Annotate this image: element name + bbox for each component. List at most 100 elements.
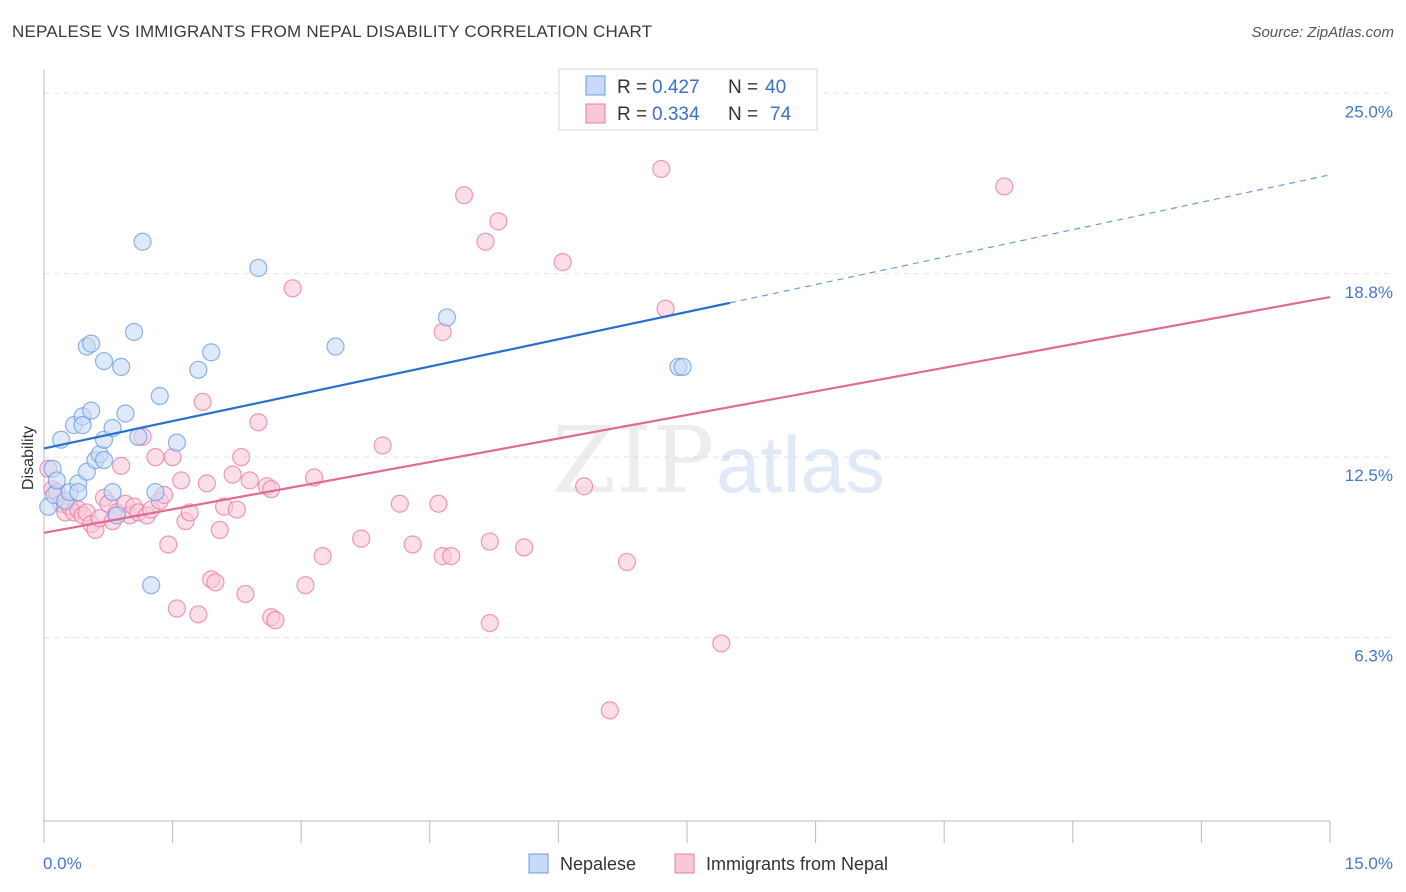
immigrants-point bbox=[403, 535, 422, 554]
nepalese-point bbox=[133, 232, 152, 251]
immigrants-point bbox=[454, 186, 474, 205]
immigrants-point bbox=[197, 474, 216, 493]
immigrants-point bbox=[575, 477, 594, 496]
immigrants-point bbox=[995, 177, 1014, 196]
stats-legend-r-value-1: 0.427 bbox=[652, 77, 700, 98]
immigrants-point bbox=[240, 471, 259, 490]
watermark-zip: ZIP bbox=[552, 407, 714, 514]
y-tick-label: 6.3% bbox=[1354, 647, 1393, 666]
immigrants-point bbox=[283, 279, 302, 298]
immigrants-point bbox=[112, 456, 131, 475]
nepalese-point bbox=[673, 357, 692, 377]
nepalese-point bbox=[116, 404, 135, 423]
nepalese-point bbox=[82, 334, 101, 353]
immigrants-point bbox=[227, 500, 246, 519]
x-tick-labels: 0.0% 15.0% bbox=[43, 854, 1393, 873]
y-tick-label: 18.8% bbox=[1345, 283, 1393, 302]
series-legend: Nepalese Immigrants from Nepal bbox=[528, 853, 888, 874]
immigrants-point bbox=[442, 547, 461, 566]
watermark-atlas: atlas bbox=[716, 420, 885, 509]
immigrants-point bbox=[480, 532, 499, 551]
stats-legend-n-value-1: 40 bbox=[765, 77, 786, 98]
immigrants-point bbox=[249, 413, 268, 432]
series-legend-swatch-nepalese bbox=[528, 853, 549, 874]
y-axis-title: Disability bbox=[20, 426, 37, 490]
y-tick-labels: 25.0% 18.8% 12.5% 6.3% bbox=[1345, 102, 1393, 665]
y-tick-label: 12.5% bbox=[1345, 466, 1393, 485]
series-legend-swatch-immigrants bbox=[674, 853, 695, 874]
nepalese-point bbox=[202, 343, 221, 362]
stats-legend-n-value-2: 74 bbox=[770, 104, 792, 125]
immigrants-point bbox=[232, 448, 251, 467]
x-tick-label: 0.0% bbox=[43, 854, 82, 873]
immigrants-point bbox=[210, 520, 229, 540]
immigrants-point bbox=[617, 552, 637, 572]
immigrants-point bbox=[266, 611, 285, 630]
immigrants-point bbox=[180, 503, 199, 522]
series-legend-label-immigrants: Immigrants from Nepal bbox=[706, 854, 888, 874]
stats-legend-n-label-2: N = bbox=[728, 104, 758, 125]
immigrants-point bbox=[159, 535, 178, 554]
stats-legend-swatch-immigrants bbox=[585, 103, 606, 124]
immigrants-trend-line bbox=[43, 295, 1331, 534]
stats-legend-r-label-1: R = bbox=[617, 77, 647, 98]
immigrants-point bbox=[193, 392, 212, 411]
stats-legend-r-label-2: R = bbox=[617, 104, 647, 125]
immigrants-point bbox=[236, 584, 255, 604]
immigrants-point bbox=[553, 253, 572, 272]
nepalese-point bbox=[94, 351, 114, 371]
nepalese-point bbox=[189, 360, 208, 379]
nepalese-point bbox=[437, 308, 457, 327]
series-legend-label-nepalese: Nepalese bbox=[560, 854, 636, 874]
data-points bbox=[39, 159, 1014, 720]
immigrants-point bbox=[390, 494, 409, 513]
y-tick-label: 25.0% bbox=[1345, 102, 1393, 121]
nepalese-point bbox=[326, 337, 345, 356]
immigrants-point bbox=[167, 599, 186, 618]
stats-legend-r-value-2: 0.334 bbox=[652, 104, 700, 125]
immigrants-point bbox=[712, 634, 731, 653]
nepalese-point bbox=[94, 450, 114, 470]
immigrants-point bbox=[313, 547, 332, 566]
nepalese-point bbox=[129, 427, 148, 446]
nepalese-point bbox=[167, 433, 186, 452]
immigrants-point bbox=[146, 448, 165, 467]
immigrants-point bbox=[352, 529, 371, 548]
stats-legend-n-label-1: N = bbox=[728, 77, 758, 98]
immigrants-point bbox=[476, 232, 495, 251]
watermark: ZIP atlas bbox=[552, 407, 885, 514]
nepalese-trend-line bbox=[43, 301, 731, 450]
x-tick-label: 15.0% bbox=[1345, 854, 1393, 873]
immigrants-point bbox=[296, 576, 315, 595]
nepalese-point bbox=[47, 471, 66, 490]
nepalese-point bbox=[124, 322, 144, 342]
nepalese-point bbox=[249, 258, 268, 278]
nepalese-point bbox=[73, 416, 92, 435]
immigrants-point bbox=[600, 701, 619, 720]
immigrants-point bbox=[652, 159, 671, 179]
immigrants-point bbox=[373, 436, 392, 455]
immigrants-point bbox=[189, 605, 208, 624]
nepalese-point bbox=[112, 357, 131, 377]
chart-source: Source: ZipAtlas.com bbox=[1251, 24, 1394, 41]
stats-legend-swatch-nepalese bbox=[585, 75, 606, 96]
trend-lines bbox=[43, 174, 1331, 534]
axes bbox=[43, 70, 1331, 843]
immigrants-point bbox=[515, 538, 534, 557]
nepalese-point bbox=[69, 482, 88, 502]
nepalese-point bbox=[103, 482, 122, 502]
gridlines bbox=[44, 92, 1390, 639]
stats-legend: R = 0.427 N = 40 R = 0.334 N = 74 bbox=[558, 68, 818, 131]
immigrants-point bbox=[223, 465, 242, 484]
immigrants-point bbox=[206, 573, 225, 592]
immigrants-point bbox=[480, 613, 499, 633]
chart-title: NEPALESE VS IMMIGRANTS FROM NEPAL DISABI… bbox=[12, 22, 653, 41]
nepalese-point bbox=[146, 482, 165, 502]
nepalese-point bbox=[142, 576, 161, 595]
nepalese-point bbox=[82, 401, 101, 420]
immigrants-point bbox=[429, 494, 448, 513]
nepalese-point bbox=[150, 386, 169, 406]
immigrants-point bbox=[172, 471, 191, 490]
immigrants-point bbox=[489, 212, 508, 231]
